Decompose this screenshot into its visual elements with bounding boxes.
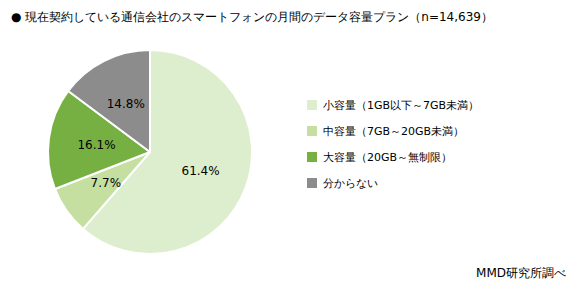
svg-text:61.4%: 61.4% — [182, 164, 220, 178]
svg-text:● 現在契約している通信会社のスマートフォンの月間のデータ容: ● 現在契約している通信会社のスマートフォンの月間のデータ容量プラン（n=14,… — [11, 10, 493, 24]
svg-text:分からない: 分からない — [323, 177, 378, 190]
svg-text:小容量（1GB以下～7GB未満）: 小容量（1GB以下～7GB未満） — [323, 99, 479, 112]
svg-text:大容量（20GB～無制限）: 大容量（20GB～無制限） — [323, 151, 452, 164]
svg-text:中容量（7GB～20GB未満）: 中容量（7GB～20GB未満） — [323, 125, 464, 138]
svg-text:14.8%: 14.8% — [107, 97, 145, 111]
svg-text:7.7%: 7.7% — [91, 176, 122, 190]
svg-text:MMD研究所調べ: MMD研究所調べ — [476, 266, 566, 280]
svg-text:16.1%: 16.1% — [77, 138, 115, 152]
